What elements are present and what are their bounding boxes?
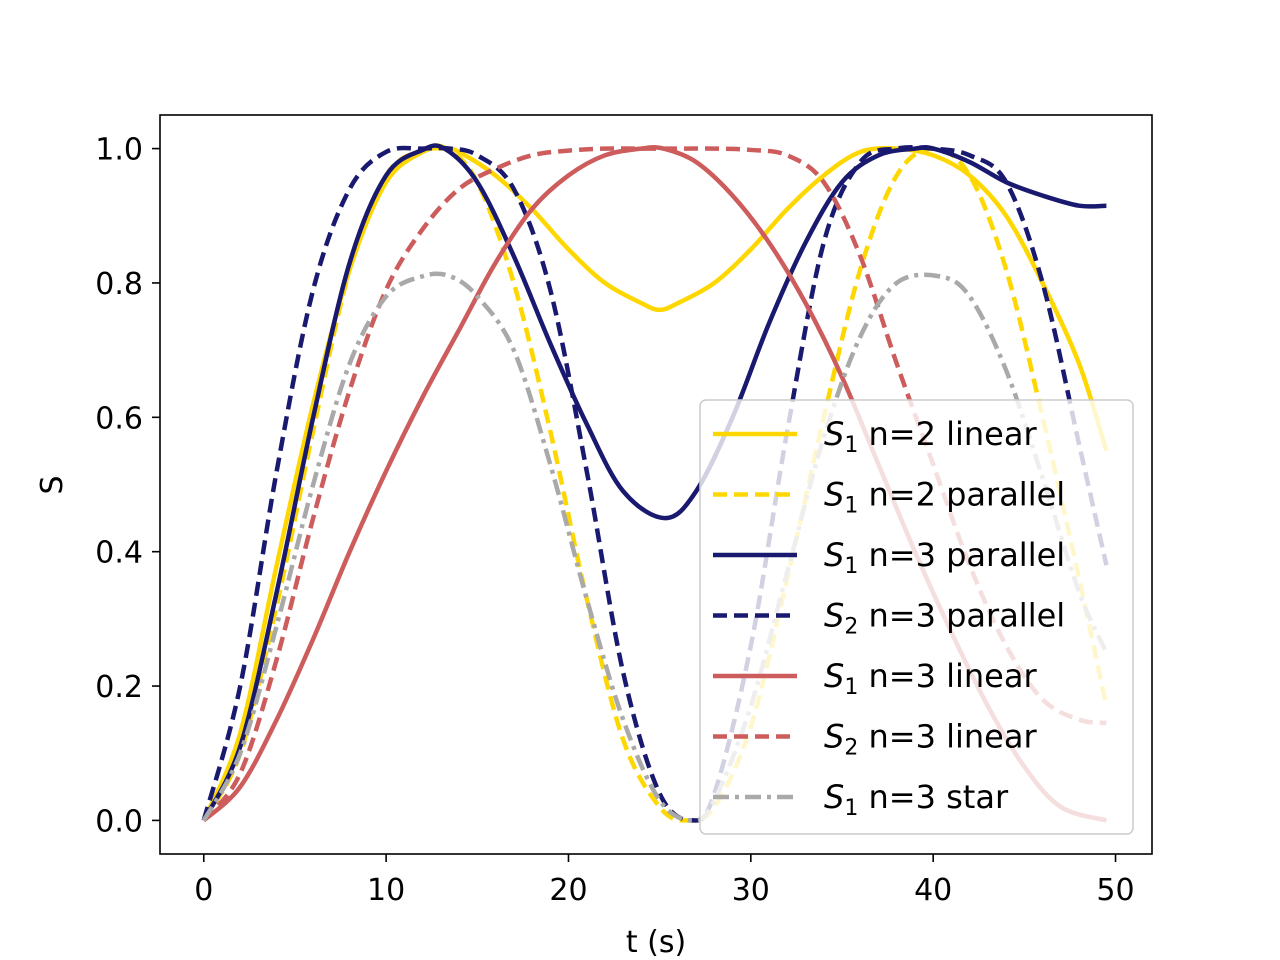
legend-label: S2 n=3 linear — [824, 718, 1037, 761]
legend-label: S1 n=3 star — [824, 778, 1009, 821]
legend: S1 n=2 linear S1 n=2 parallel S1 n=3 paral… — [699, 399, 1134, 835]
legend-label: S2 n=3 parallel — [824, 597, 1065, 640]
series-line-7 — [201, 271, 1109, 823]
series-layer — [201, 143, 1109, 823]
legend-label: S1 n=2 parallel — [824, 476, 1065, 519]
y-tick-label: 0.6 — [95, 401, 143, 436]
y-tick-label: 1.0 — [95, 133, 143, 168]
x-axis-ticks: 0 10 20 30 40 50 — [194, 854, 1135, 908]
x-tick-label: 10 — [367, 873, 405, 908]
x-tick-label: 20 — [549, 873, 587, 908]
x-tick-label: 30 — [732, 873, 770, 908]
x-axis-label: t (s) — [626, 925, 686, 960]
y-tick-label: 0.0 — [95, 804, 143, 839]
legend-label: S1 n=2 linear — [824, 415, 1037, 458]
x-tick-label: 0 — [194, 873, 213, 908]
legend-label: S1 n=3 parallel — [824, 536, 1065, 579]
x-tick-label: 40 — [914, 873, 952, 908]
legend-label: S1 n=3 linear — [824, 657, 1037, 700]
plot-frame — [159, 114, 1153, 855]
y-tick-label: 0.4 — [95, 536, 143, 571]
y-axis-ticks: 0.0 0.2 0.4 0.6 0.8 1.0 — [95, 133, 160, 839]
x-tick-label: 50 — [1096, 873, 1134, 908]
series-line-4 — [201, 145, 1109, 823]
y-tick-label: 0.8 — [95, 267, 143, 302]
legend-box — [699, 399, 1134, 835]
y-tick-label: 0.2 — [95, 670, 143, 705]
y-axis-label: S — [35, 475, 70, 494]
